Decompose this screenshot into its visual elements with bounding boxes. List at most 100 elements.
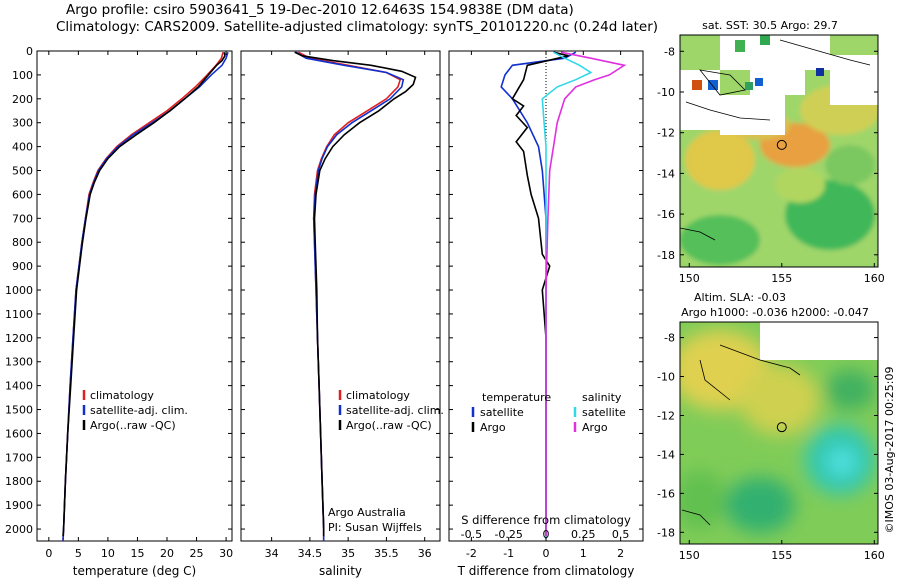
temperature-ytick-label: 1300 bbox=[5, 356, 33, 369]
difference-T-xtick-label: 1 bbox=[580, 547, 587, 560]
temperature-xtick-label: 15 bbox=[130, 547, 144, 560]
salinity-series-line-1 bbox=[295, 51, 405, 541]
temperature-xtick-label: 5 bbox=[75, 547, 82, 560]
argo-position-marker bbox=[776, 139, 787, 150]
temperature-panel bbox=[36, 50, 233, 542]
map-ytick-label: -10 bbox=[657, 86, 675, 99]
difference-S-tick-label: -0.25 bbox=[494, 528, 522, 541]
temperature-ytick-label: 900 bbox=[12, 260, 33, 273]
salinity-xtick-label: 35 bbox=[341, 547, 355, 560]
temperature-legend-entry: Argo(..raw -QC) bbox=[90, 419, 176, 432]
temperature-ytick-label: 1400 bbox=[5, 380, 33, 393]
difference-S-label: S difference from climatology bbox=[461, 513, 631, 527]
temperature-ytick-label: 200 bbox=[12, 93, 33, 106]
sst-map-field bbox=[680, 35, 878, 267]
salinity-xtick-label: 34 bbox=[265, 547, 279, 560]
figure-title-line1: Argo profile: csiro 5903641_5 19-Dec-201… bbox=[66, 2, 574, 18]
salinity-x-label: salinity bbox=[319, 564, 362, 578]
map-xtick-label: 160 bbox=[864, 549, 885, 562]
map-ytick-label: -8 bbox=[664, 332, 675, 345]
temperature-ytick-label: 1500 bbox=[5, 404, 33, 417]
difference-legend-temperature-header: temperature bbox=[482, 391, 551, 404]
temperature-xtick-label: 10 bbox=[101, 547, 115, 560]
temperature-ytick-label: 800 bbox=[12, 236, 33, 249]
map-ytick-label: -16 bbox=[657, 208, 675, 221]
salinity-annotation: Argo Australia bbox=[328, 506, 406, 519]
difference-legend-salinity-header: salinity bbox=[582, 391, 622, 404]
map-ytick-label: -14 bbox=[657, 448, 675, 461]
temperature-ytick-label: 1900 bbox=[5, 499, 33, 512]
map-title: sat. SST: 30.5 Argo: 29.7 bbox=[702, 19, 838, 32]
difference-legend-entry: satellite bbox=[480, 406, 524, 419]
salinity-annotation: PI: Susan Wijffels bbox=[328, 521, 422, 534]
difference-T-xtick-label: 2 bbox=[617, 547, 624, 560]
imos-footer: ©IMOS 03-Aug-2017 00:25:09 bbox=[883, 367, 896, 534]
temperature-ytick-label: 400 bbox=[12, 141, 33, 154]
temperature-ytick-label: 1200 bbox=[5, 332, 33, 345]
temperature-ytick-label: 300 bbox=[12, 117, 33, 130]
figure-title-line2: Climatology: CARS2009. Satellite-adjuste… bbox=[56, 19, 659, 35]
map-frame-4 bbox=[679, 321, 879, 545]
difference-series-line-3 bbox=[545, 51, 627, 537]
salinity-legend-entry: Argo(..raw -QC) bbox=[346, 419, 432, 432]
map-xtick-label: 150 bbox=[679, 549, 700, 562]
map-ytick-label: -12 bbox=[657, 127, 675, 140]
temperature-ytick-label: 500 bbox=[12, 165, 33, 178]
difference-T-xtick-label: -1 bbox=[503, 547, 514, 560]
temperature-ytick-label: 0 bbox=[26, 45, 33, 58]
temperature-legend-entry: satellite-adj. clim. bbox=[90, 404, 188, 417]
map-ytick-label: -18 bbox=[657, 249, 675, 262]
temperature-ytick-label: 1700 bbox=[5, 451, 33, 464]
temperature-ytick-label: 1600 bbox=[5, 427, 33, 440]
temperature-ytick-label: 700 bbox=[12, 212, 33, 225]
difference-series-line-2 bbox=[541, 51, 593, 539]
map-ytick-label: -16 bbox=[657, 487, 675, 500]
temperature-xtick-label: 0 bbox=[45, 547, 52, 560]
salinity-legend-entry: climatology bbox=[346, 389, 410, 402]
difference-legend-entry: Argo bbox=[582, 421, 608, 434]
temperature-x-label: temperature (deg C) bbox=[73, 564, 196, 578]
temperature-ytick-label: 1800 bbox=[5, 475, 33, 488]
difference-legend-entry: satellite bbox=[582, 406, 626, 419]
temperature-ytick-label: 100 bbox=[12, 69, 33, 82]
difference-T-label: T difference from climatology bbox=[457, 564, 635, 578]
salinity-xtick-label: 36 bbox=[418, 547, 432, 560]
difference-T-xtick-label: 0 bbox=[543, 547, 550, 560]
map-ytick-label: -12 bbox=[657, 409, 675, 422]
salinity-xtick-label: 35.5 bbox=[374, 547, 399, 560]
map-ytick-label: -8 bbox=[664, 45, 675, 58]
temperature-xtick-label: 25 bbox=[190, 547, 204, 560]
sla-map-field bbox=[680, 322, 878, 544]
map-xtick-label: 155 bbox=[771, 549, 792, 562]
salinity-panel bbox=[240, 50, 441, 542]
difference-S-tick-label: -0.5 bbox=[461, 528, 482, 541]
difference-S-tick-label: 0 bbox=[543, 528, 550, 541]
map-ytick-label: -18 bbox=[657, 526, 675, 539]
salinity-series-line-2 bbox=[294, 51, 417, 537]
map-xtick-label: 155 bbox=[771, 272, 792, 285]
temperature-ytick-label: 600 bbox=[12, 188, 33, 201]
map-xtick-label: 150 bbox=[679, 272, 700, 285]
temperature-series-line-2 bbox=[62, 52, 226, 537]
difference-legend-entry: Argo bbox=[480, 421, 506, 434]
difference-T-xtick-label: -2 bbox=[466, 547, 477, 560]
map-frame-3 bbox=[679, 34, 879, 268]
difference-S-tick-label: 0.25 bbox=[571, 528, 596, 541]
map-title: Altim. SLA: -0.03 bbox=[694, 291, 786, 304]
temperature-xtick-label: 30 bbox=[219, 547, 233, 560]
temperature-series-line-0 bbox=[62, 51, 224, 542]
difference-series-line-0 bbox=[500, 51, 577, 539]
salinity-xtick-label: 34.5 bbox=[298, 547, 323, 560]
temperature-xtick-label: 20 bbox=[160, 547, 174, 560]
map-title: Argo h1000: -0.036 h2000: -0.047 bbox=[681, 306, 869, 319]
difference-S-tick-label: 0.5 bbox=[612, 528, 630, 541]
temperature-ytick-label: 1000 bbox=[5, 284, 33, 297]
temperature-ytick-label: 2000 bbox=[5, 523, 33, 536]
difference-series-line-1 bbox=[511, 51, 569, 537]
map-ytick-label: -14 bbox=[657, 167, 675, 180]
map-ytick-label: -10 bbox=[657, 371, 675, 384]
temperature-ytick-label: 1100 bbox=[5, 308, 33, 321]
map-xtick-label: 160 bbox=[864, 272, 885, 285]
salinity-legend-entry: satellite-adj. clim. bbox=[346, 404, 444, 417]
temperature-legend-entry: climatology bbox=[90, 389, 154, 402]
